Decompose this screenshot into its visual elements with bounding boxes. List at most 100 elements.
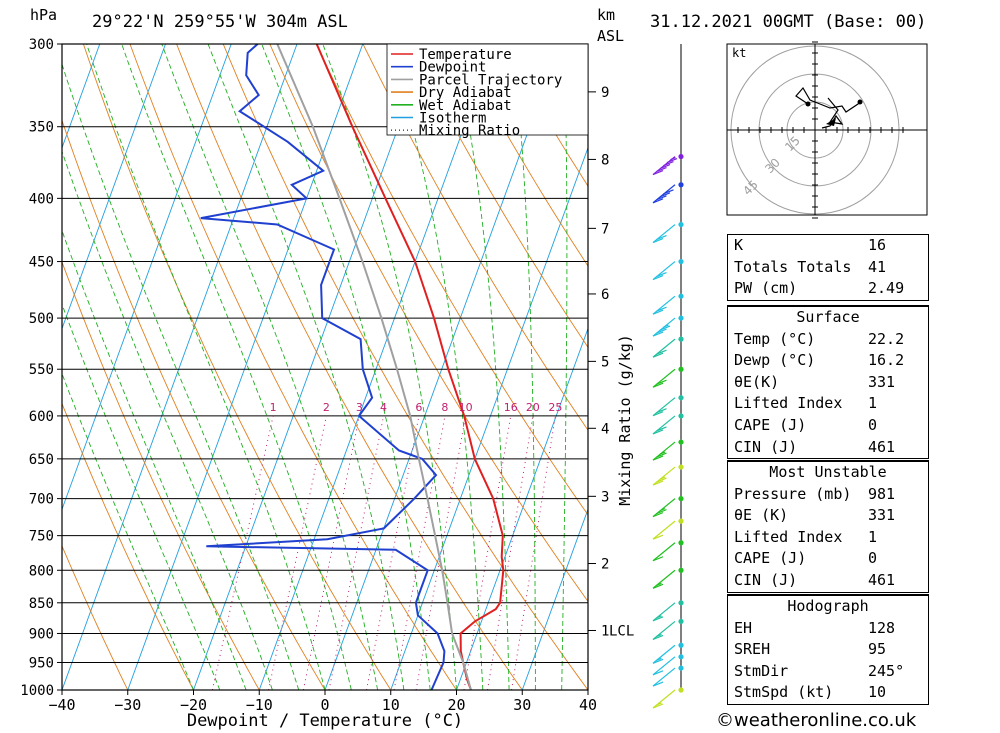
height-label: 5 [601, 354, 609, 370]
hodograph-value: 95 [868, 640, 887, 659]
temperature-tick-label: 20 [447, 696, 465, 714]
indices-row: Totals Totals 41 [728, 257, 928, 279]
mixing-ratio-label: 16 [504, 401, 518, 414]
wind-barb-half-flag [656, 657, 662, 661]
wind-barb-flag [652, 331, 664, 337]
height-label: 4 [601, 421, 609, 437]
wind-barb-staff [652, 689, 676, 709]
hodograph-label: EH [734, 618, 753, 637]
wind-barb-staff [652, 620, 676, 640]
surface-row: CIN (J) 461 [728, 437, 928, 459]
wind-barb-staff [652, 466, 676, 486]
pressure-tick-label: 550 [29, 362, 54, 378]
wind-barb-flag [656, 306, 667, 312]
indices-row: K 16 [728, 235, 928, 257]
dry-adiabat-line [409, 44, 588, 349]
wind-barb-dot [678, 687, 684, 693]
legend-label: Dry Adiabat [419, 85, 512, 101]
wind-barb-flag [652, 429, 664, 435]
pressure-tick-label: 300 [29, 37, 54, 53]
surface-label: Lifted Index [734, 394, 843, 413]
wind-barb-half-flag [659, 508, 666, 512]
legend-label: Wet Adiabat [419, 98, 512, 114]
wind-barb-dot [678, 221, 684, 228]
wind-barb-flag [666, 157, 678, 164]
wind-barb-half-flag [659, 451, 666, 455]
wind-barb-staff [652, 569, 676, 589]
temperature-tick-label: −30 [114, 696, 141, 714]
wet-adiabat-line [322, 44, 457, 690]
wind-barb-half-flag [656, 615, 662, 619]
wind-barb-staff [652, 644, 676, 664]
isotherm-line [62, 44, 166, 330]
hodograph-unit-label: kt [732, 46, 746, 60]
wind-barb-flag [663, 189, 674, 195]
credit-link[interactable]: ©weatheronline.co.uk [716, 710, 917, 731]
wind-barb-flag [656, 452, 667, 458]
wind-barb-dot [678, 153, 684, 160]
hodograph-value: 128 [868, 618, 896, 637]
surface-label: CIN (J) [734, 437, 798, 456]
isotherm-line [521, 507, 588, 690]
wind-barb-half-flag [659, 476, 666, 480]
most-unstable-row: Pressure (mb) 981 [728, 484, 928, 506]
wind-barb-flag [652, 670, 664, 676]
wet-adiabat-line [207, 44, 405, 690]
wind-barb-staff [652, 415, 676, 435]
pressure-tick-label: 450 [29, 255, 54, 271]
wind-barb-staff [652, 368, 676, 388]
wind-barb-flag [652, 237, 664, 244]
wet-adiabat-line [388, 44, 484, 690]
indices-label: PW (cm) [734, 279, 798, 298]
wind-barb-flag [656, 379, 667, 385]
km-label: km [597, 6, 616, 24]
mixing-ratio-label: 4 [380, 401, 387, 414]
dry-adiabat-line [969, 44, 1000, 690]
wet-adiabat-line [161, 44, 379, 690]
wind-barb-flag [652, 352, 664, 358]
wind-barb-flag [652, 274, 664, 281]
wind-barb-dot [678, 642, 684, 648]
height-label: 7 [601, 221, 609, 237]
legend-label: Isotherm [419, 111, 486, 127]
wet-adiabat-line [512, 44, 536, 690]
legend-label: Parcel Trajectory [419, 72, 562, 88]
most-unstable-value: 331 [868, 506, 896, 525]
mixing-ratio-axis-label: Mixing Ratio (g/kg) [616, 334, 634, 506]
hodograph-point [857, 99, 863, 105]
wind-barb-dot [678, 439, 684, 445]
most-unstable-label: θE (K) [734, 506, 789, 525]
indices-value: 16 [868, 236, 887, 254]
wind-barb-dot [678, 182, 684, 188]
wind-barb-flag [659, 325, 671, 331]
wind-barb-flag [656, 477, 667, 483]
wind-barb-flag [656, 509, 667, 515]
isotherm-line [193, 44, 429, 690]
dry-adiabat-line [362, 44, 588, 432]
wind-barb-flag [656, 234, 667, 241]
wind-barb-staff [652, 338, 676, 358]
isotherm-line [258, 44, 495, 690]
mixing-ratio-label: 8 [441, 401, 448, 414]
wind-barb-flag [652, 169, 664, 176]
mixing-ratio-line [211, 415, 274, 690]
mixing-ratio-label: 3 [356, 401, 363, 414]
wind-barb-dot [678, 665, 684, 671]
most-unstable-value: 981 [868, 484, 896, 503]
indices-table: K 16 Totals Totals 41 PW (cm) 2.49 [727, 234, 929, 301]
datetime-label: 31.12.2021 00GMT (Base: 00) [650, 12, 927, 32]
wet-adiabat-line [86, 44, 326, 690]
wind-barb-dot [678, 395, 684, 401]
wind-barb-flag [652, 556, 664, 562]
mixing-ratio-label: 25 [548, 401, 562, 414]
wind-barb-staff [652, 602, 676, 622]
hodograph-trace [821, 97, 844, 129]
wind-barb-half-flag [670, 156, 676, 161]
surface-row: Lifted Index 1 [728, 393, 928, 415]
wind-barb-dot [678, 654, 684, 660]
dry-adiabat-line [62, 544, 129, 690]
storm-motion-arrow [826, 118, 836, 126]
wind-barb-flag [652, 309, 664, 315]
mixing-ratio-line [268, 415, 327, 690]
wind-barb-flag [652, 198, 664, 204]
